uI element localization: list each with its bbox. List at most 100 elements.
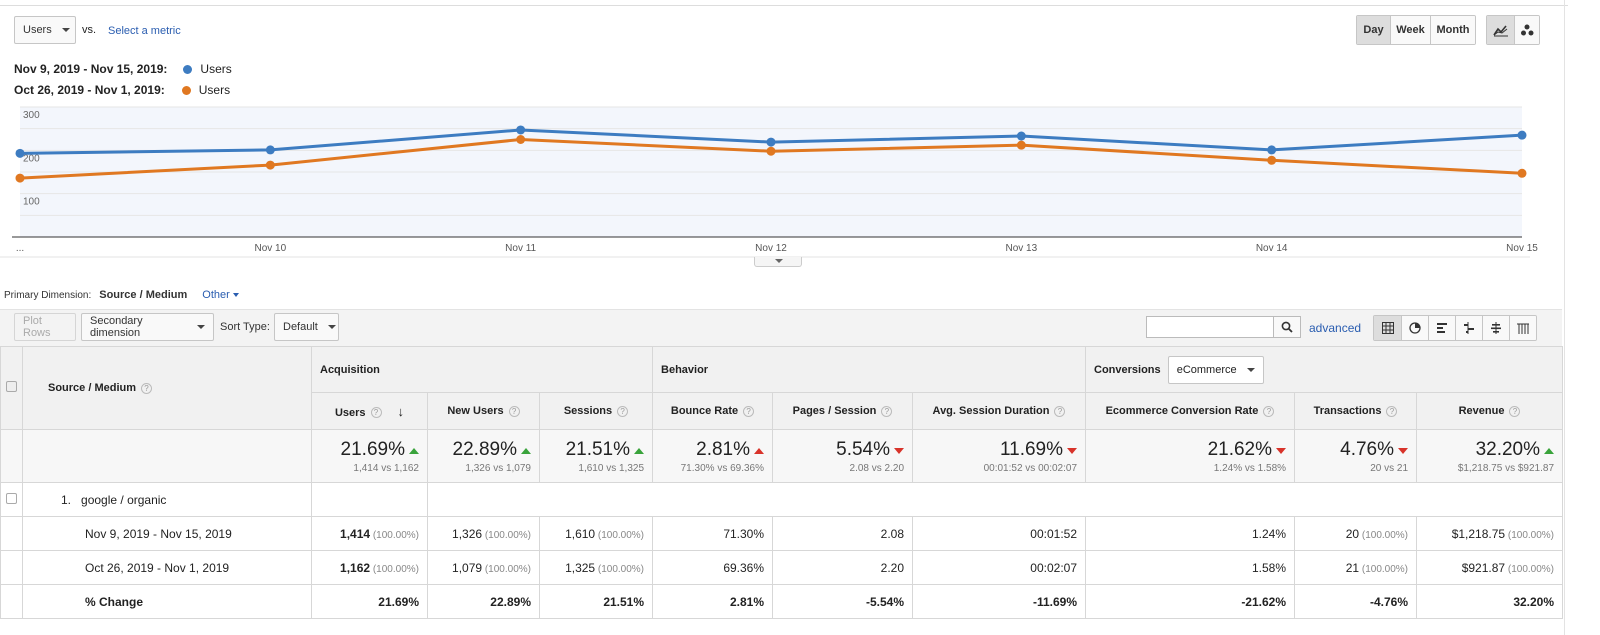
x-tick-label: Nov 12 <box>755 243 787 254</box>
x-tick-label: ... <box>15 243 25 254</box>
summary-spacer <box>0 429 23 483</box>
search-icon <box>1281 321 1293 333</box>
pivot-view-icon[interactable] <box>1509 316 1536 340</box>
summary-percent: 4.76% <box>1340 438 1395 460</box>
data-point[interactable] <box>265 145 275 155</box>
table-search-input[interactable] <box>1146 316 1274 338</box>
change-cell: 22.89% <box>427 584 540 619</box>
chart-collapse-handle[interactable] <box>754 257 802 267</box>
row-checkbox-cell <box>0 482 23 517</box>
select-all-checkbox[interactable] <box>6 381 17 392</box>
column-header[interactable]: Sessions? <box>538 392 654 430</box>
week-button[interactable]: Week <box>1390 16 1430 44</box>
pie-view-icon[interactable] <box>1401 316 1428 340</box>
data-point[interactable] <box>516 125 526 135</box>
help-icon[interactable]: ? <box>617 405 629 417</box>
search-button[interactable] <box>1273 316 1301 338</box>
dimension-header[interactable]: Source / Medium? <box>22 346 312 430</box>
data-point[interactable] <box>766 146 776 156</box>
performance-view-icon[interactable] <box>1428 316 1455 340</box>
row-gutter <box>0 584 23 619</box>
data-point[interactable] <box>1016 131 1026 141</box>
line-chart-icon[interactable] <box>1487 16 1514 44</box>
help-icon[interactable]: ? <box>1509 405 1521 417</box>
table-view-icon[interactable] <box>1374 316 1401 340</box>
table-cell: 21 (100.00%) <box>1294 550 1418 585</box>
help-icon[interactable]: ? <box>370 407 382 419</box>
help-icon[interactable]: ? <box>141 382 153 394</box>
data-point[interactable] <box>15 173 25 183</box>
data-table: Source / Medium? Acquisition Behavior Co… <box>0 346 1564 619</box>
column-header[interactable]: Pages / Session? <box>772 392 914 430</box>
conversions-select[interactable]: eCommerce <box>1167 355 1264 384</box>
table-row: % Change 21.69% 22.89% 21.51% 2.81% -5.54% -1… <box>0 584 1564 619</box>
plot-rows-button[interactable]: Plot Rows <box>14 313 76 341</box>
motion-chart-icon[interactable] <box>1514 16 1539 44</box>
data-point[interactable] <box>1267 155 1277 165</box>
cell-share: (100.00%) <box>482 529 531 541</box>
row-source-link[interactable]: google / organic <box>81 492 167 507</box>
table-cell: 1,162 (100.00%) <box>311 550 428 585</box>
data-point[interactable] <box>15 148 25 158</box>
x-tick-label: Nov 15 <box>1506 243 1538 254</box>
data-point[interactable] <box>265 160 275 170</box>
advanced-link[interactable]: advanced <box>1309 321 1362 335</box>
x-tick-label: Nov 13 <box>1005 243 1038 254</box>
view-toggle <box>1373 315 1537 341</box>
metric-select[interactable]: Users <box>14 16 76 44</box>
data-point[interactable] <box>1517 130 1527 140</box>
y-tick-label: 300 <box>23 110 40 121</box>
sort-arrow-icon[interactable]: ↓ <box>397 403 405 419</box>
comparison-view-icon[interactable] <box>1455 316 1482 340</box>
legend-dot-icon <box>183 64 193 74</box>
data-point[interactable] <box>1016 140 1026 150</box>
summary-comparison: 00:01:52 vs 00:02:07 <box>983 462 1078 474</box>
month-button[interactable]: Month <box>1430 16 1475 44</box>
column-header[interactable]: Transactions? <box>1294 392 1418 430</box>
vs-label: vs. <box>82 24 97 36</box>
summary-spacer <box>22 429 312 483</box>
select-metric-link[interactable]: Select a metric <box>108 25 181 37</box>
table-cell: 71.30% <box>652 516 774 551</box>
change-cell: -21.62% <box>1085 584 1296 619</box>
data-point[interactable] <box>1267 145 1277 155</box>
help-icon[interactable]: ? <box>508 405 520 417</box>
column-header[interactable]: Revenue? <box>1416 392 1564 430</box>
help-icon[interactable]: ? <box>1386 405 1398 417</box>
sort-type-select[interactable]: Default <box>274 313 339 341</box>
summary-comparison: 71.30% vs 69.36% <box>680 462 765 474</box>
table-cell: 1.24% <box>1085 516 1296 551</box>
arrow-down-icon <box>1398 447 1409 454</box>
column-header[interactable]: Users? ↓ <box>311 392 428 430</box>
row-empty-cell <box>311 482 428 517</box>
help-icon[interactable]: ? <box>743 405 755 417</box>
help-icon[interactable]: ? <box>881 405 893 417</box>
secondary-dimension-select[interactable]: Secondary dimension <box>81 313 214 341</box>
row-checkbox[interactable] <box>6 492 17 504</box>
data-point[interactable] <box>766 137 776 147</box>
summary-percent: 21.69% <box>340 438 405 460</box>
row-empty-cell <box>426 482 1564 517</box>
other-dimension-link[interactable]: Other <box>202 289 230 301</box>
summary-comparison: 20 vs 21 <box>1370 462 1409 474</box>
term-cloud-icon[interactable] <box>1482 316 1509 340</box>
change-cell: -5.54% <box>772 584 914 619</box>
legend-entry-previous: Oct 26, 2019 - Nov 1, 2019: Users <box>14 83 230 97</box>
table-cell: 00:01:52 <box>912 516 1087 551</box>
legend-metric: Users <box>200 62 232 76</box>
data-point[interactable] <box>1517 168 1527 178</box>
primary-dimension-value[interactable]: Source / Medium <box>99 289 188 301</box>
chevron-down-icon <box>1246 367 1255 372</box>
change-cell: 2.81% <box>652 584 774 619</box>
cell-share: (100.00%) <box>1505 563 1555 575</box>
column-header[interactable]: Ecommerce Conversion Rate? <box>1085 392 1296 430</box>
data-point[interactable] <box>516 135 526 144</box>
legend-metric: Users <box>198 83 231 97</box>
column-header[interactable]: Bounce Rate? <box>652 392 774 430</box>
help-icon[interactable]: ? <box>1054 405 1066 417</box>
column-header[interactable]: New Users? <box>427 392 540 430</box>
help-icon[interactable]: ? <box>1263 405 1275 417</box>
column-header[interactable]: Avg. Session Duration? <box>912 392 1087 430</box>
day-button[interactable]: Day <box>1357 16 1390 44</box>
conversions-label: Conversions <box>1094 363 1161 376</box>
